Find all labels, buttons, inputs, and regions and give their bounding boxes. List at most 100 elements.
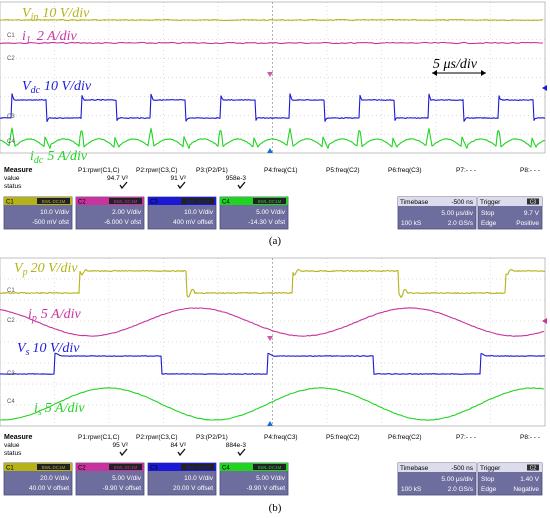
channel-box-c2[interactable]: C2 BWL DC1M 2.00 V/div -6.000 V ofst (75, 196, 145, 230)
panel-b: Vp 20 V/div ip 5 A/div Vs 10 V/div is 5 A/di… (0, 257, 547, 514)
trace-Vp (0, 268, 546, 298)
trigger-panel[interactable]: Trigger C2 Stop 1.40 V Edge Negative (477, 462, 543, 496)
status-check-icon (237, 448, 246, 457)
bwl-badge-text: BWL DC1M (258, 465, 282, 470)
measure-param-name[interactable]: P2:rpwr(C3,C) (136, 167, 178, 174)
bwl-badge-text: BWL DC1M (186, 465, 210, 470)
channel-offset: -14.30 V ofst (248, 219, 285, 226)
channel-box-c2[interactable]: C2 BWL DC1M 5.00 V/div -9.90 V offset (75, 462, 145, 496)
measure-param-name[interactable]: P3:(P2/P1) (196, 167, 228, 174)
measure-param-value: 91 V² (170, 175, 186, 182)
time-annotation: 5 μs/div (433, 57, 478, 72)
trace-label-ch3: Vs 10 V/div (17, 341, 80, 358)
channel-tag: C4 (222, 466, 230, 472)
timebase-rate: 2.0 GS/s (448, 220, 474, 227)
timebase-header (398, 463, 476, 472)
channel-box-c1[interactable]: C1 BWL DC1M 20.0 V/div 40.00 V offset (3, 462, 73, 496)
channel-tag-c1: C1 (7, 288, 15, 294)
channel-scale: 10.0 V/div (184, 475, 214, 482)
channel-tag: C4 (222, 200, 230, 206)
channel-box-c1[interactable]: C1 BWL DC1M 10.0 V/div -500 mV ofst (3, 196, 73, 230)
bwl-badge-text: BWL DC1M (114, 199, 138, 204)
waveform-traces (0, 19, 546, 149)
timebase-samples: 100 kS (401, 220, 422, 227)
measure-row-label: value (4, 175, 20, 182)
measure-param-name[interactable]: P8:- - - (520, 434, 540, 441)
channel-tag: C1 (6, 466, 14, 472)
timebase-panel[interactable]: Timebase -500 ns 5.00 μs/div 100 kS 2.0 GS/s (397, 196, 477, 230)
timebase-delay: -500 ns (451, 465, 473, 472)
measure-param-name[interactable]: P7:- - - (456, 434, 476, 441)
channel-tag-c4: C4 (7, 139, 15, 145)
trace-Vin (0, 19, 544, 21)
trace-label-ch4: idc 5 A/div (30, 149, 88, 166)
position-marker-top (267, 336, 273, 341)
trace-i1 (0, 41, 543, 45)
trigger-box: Trigger C3 Stop 9.7 V Edge Positive (477, 196, 543, 230)
position-marker-top (267, 72, 273, 77)
measure-param-name[interactable]: P8:- - - (520, 167, 540, 174)
trigger-type: Edge (481, 486, 497, 493)
measure-param-name[interactable]: P6:freq(C2) (388, 434, 422, 441)
measure-param-name[interactable]: P2:rpwr(C3,C) (136, 434, 178, 441)
trigger-panel[interactable]: Trigger C3 Stop 9.7 V Edge Positive (477, 196, 543, 230)
measure-param-name[interactable]: P6:freq(C3) (388, 167, 422, 174)
channel-box-c3[interactable]: C3 BWL DC1M 10.0 V/div 20.00 V offset (147, 462, 217, 496)
bwl-badge (253, 198, 286, 204)
timebase-delay: -500 ns (451, 199, 473, 206)
channel-tag: C3 (150, 200, 158, 206)
measure-param-name[interactable]: P5:freq(C2) (326, 167, 360, 174)
measure-param-name[interactable]: P7:- - - (456, 167, 476, 174)
bwl-badge (181, 464, 214, 470)
trigger-source-text: C3 (530, 200, 537, 206)
measure-param-name[interactable]: P3:(P2/P1) (196, 434, 228, 441)
measure-param-value: 958e-3 (226, 175, 247, 182)
channel-tag: C3 (150, 466, 158, 472)
trigger-mode: Stop (481, 476, 495, 483)
channel-scale: 5.00 V/div (256, 475, 286, 482)
channel-tag-c2: C2 (7, 56, 15, 62)
channel-scale: 2.00 V/div (112, 209, 142, 216)
status-check-icon (177, 181, 186, 190)
bwl-badge (109, 198, 142, 204)
trigger-header (478, 463, 542, 472)
trigger-source-text: C2 (530, 466, 537, 472)
trace-ip (0, 307, 545, 337)
plot-grid (0, 2, 545, 153)
trigger-mode: Stop (481, 210, 495, 217)
bwl-badge-text: BWL DC1M (42, 199, 66, 204)
arrow-head-left (432, 70, 437, 76)
bwl-badge-text: BWL DC1M (186, 199, 210, 204)
status-check-icon (119, 181, 128, 190)
channel-box-c4[interactable]: C4 BWL DC1M 5.00 V/div -9.90 V offset (219, 462, 289, 496)
channel-tag: C1 (6, 200, 14, 206)
measure-param-name[interactable]: P1:rpwr(C1,C) (78, 434, 120, 441)
measure-param-name[interactable]: P4:freq(C1) (264, 167, 298, 174)
trigger-slope: Negative (513, 486, 539, 493)
channel-offset: -9.90 V offset (246, 485, 285, 492)
measure-row-label: status (4, 183, 22, 190)
channel-box-c4[interactable]: C4 BWL DC1M 5.00 V/div -14.30 V ofst (219, 196, 289, 230)
panel-caption-a: (a) (269, 235, 282, 247)
arrow-head-right (481, 70, 486, 76)
trigger-level: 1.40 V (520, 476, 539, 483)
measure-param-name[interactable]: P1:rpwr(C1,C) (78, 167, 120, 174)
trace-idc (0, 127, 546, 149)
measure-param-name[interactable]: P4:freq(C3) (264, 434, 298, 441)
bwl-badge (253, 464, 286, 470)
channel-scale: 5.00 V/div (256, 209, 286, 216)
timebase-title: Timebase (400, 465, 429, 472)
trace-Vdc (0, 93, 546, 123)
bwl-badge (37, 464, 70, 470)
channel-box-c3[interactable]: C3 BWL DC1M 10.0 V/div 400 mV offset (147, 196, 217, 230)
trigger-slope: Positive (516, 220, 539, 227)
timebase-title: Timebase (400, 199, 429, 206)
bwl-badge-text: BWL DC1M (258, 199, 282, 204)
measure-param-name[interactable]: P5:freq(C2) (326, 434, 360, 441)
trigger-source-badge (527, 198, 539, 205)
channel-scale: 5.00 V/div (112, 475, 142, 482)
timebase-panel[interactable]: Timebase -500 ns 5.00 μs/div 100 kS 2.0 GS/s (397, 462, 477, 496)
measure-header: Measure (4, 434, 33, 441)
